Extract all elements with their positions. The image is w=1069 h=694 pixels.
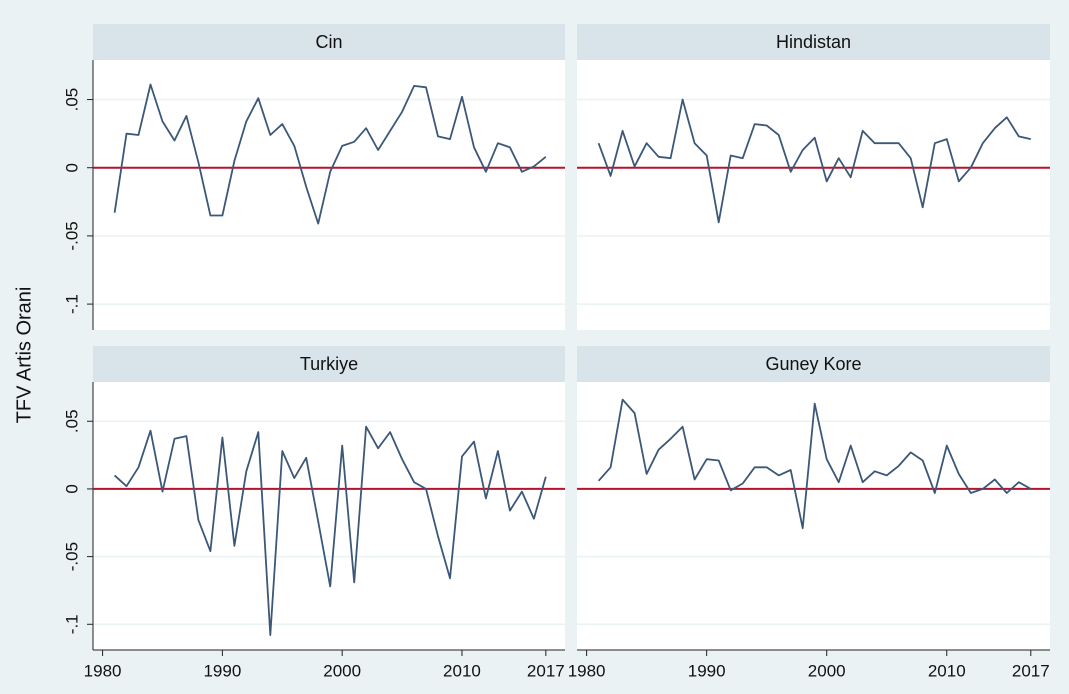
plot-area [93, 382, 565, 650]
x-tick-label: 1990 [688, 661, 726, 680]
y-tick-label: -.05 [62, 221, 81, 250]
x-tick-label: 1980 [84, 661, 122, 680]
y-tick-label: .05 [62, 88, 81, 112]
x-tick-label: 1990 [203, 661, 241, 680]
x-tick-label: 2000 [323, 661, 361, 680]
y-tick-label: -.05 [62, 542, 81, 571]
data-line [597, 398, 1032, 530]
data-line [113, 425, 547, 636]
plot-area [93, 60, 565, 330]
panel-header [577, 346, 1050, 382]
y-tick-label: 0 [62, 484, 81, 493]
panel-title: Guney Kore [765, 354, 861, 374]
y-tick-label: -.1 [62, 614, 81, 634]
x-tick-label: 2000 [808, 661, 846, 680]
data-line [597, 98, 1031, 224]
x-tick-label: 2010 [443, 661, 481, 680]
panel-title: Turkiye [300, 354, 358, 374]
data-line [113, 83, 547, 225]
x-tick-label: 2017 [527, 661, 565, 680]
y-tick-label: .05 [62, 409, 81, 433]
x-tick-label: 1980 [568, 661, 606, 680]
plot-area [577, 60, 1050, 330]
x-tick-label: 2017 [1012, 661, 1050, 680]
panel-title: Cin [315, 32, 342, 52]
x-tick-label: 2010 [928, 661, 966, 680]
y-tick-label: 0 [62, 163, 81, 172]
plot-area [577, 382, 1050, 650]
panel-header [93, 346, 565, 382]
y-tick-label: -.1 [62, 294, 81, 314]
y-axis-label: TFV Artis Orani [13, 287, 35, 424]
panel-title: Hindistan [776, 32, 851, 52]
panel-header [93, 24, 565, 60]
panel-header [577, 24, 1050, 60]
